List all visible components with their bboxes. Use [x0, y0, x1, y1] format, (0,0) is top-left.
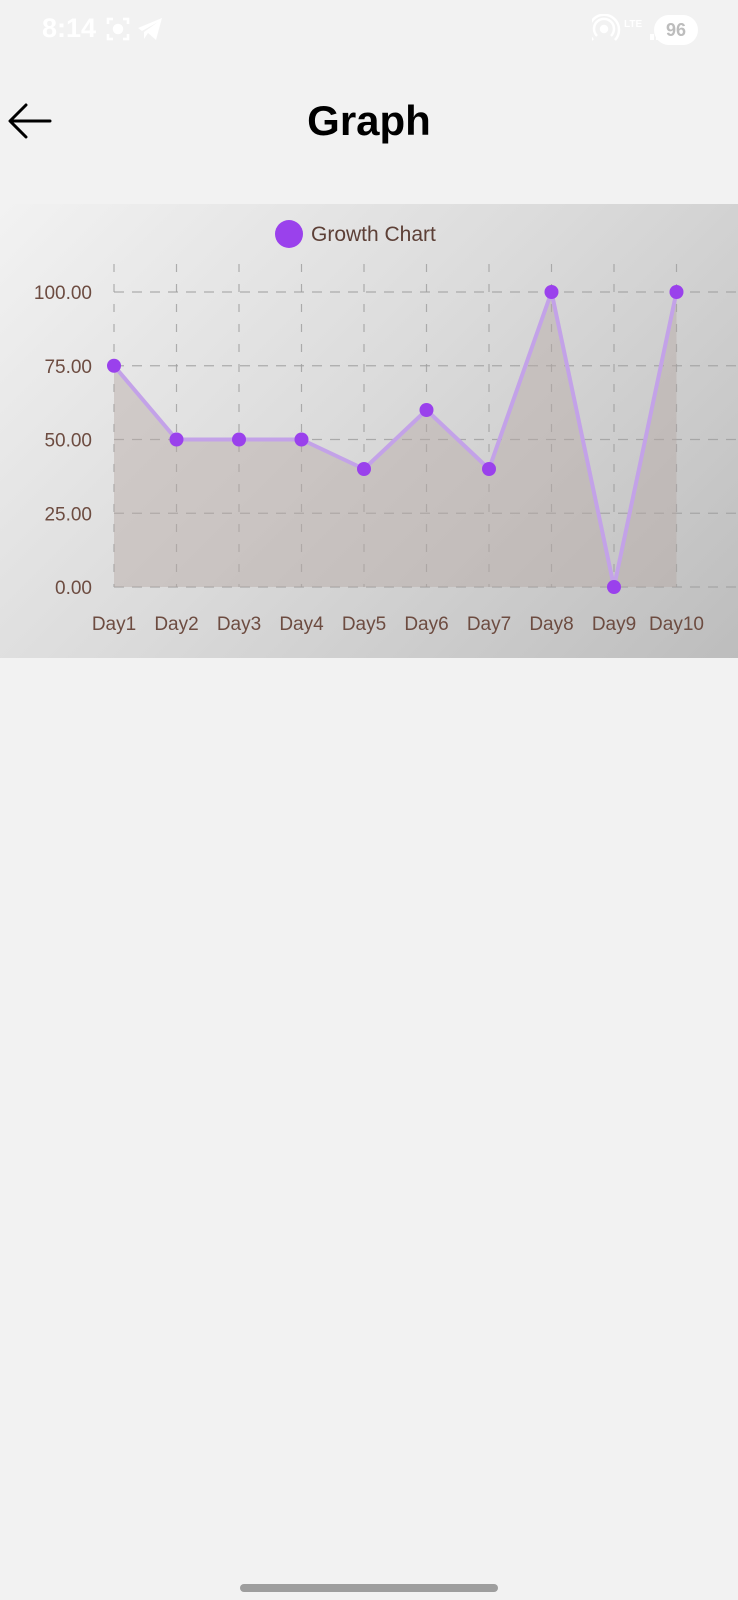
- legend-marker: [275, 220, 303, 248]
- x-tick-label: Day7: [467, 614, 511, 635]
- network-type: LTE: [624, 19, 642, 30]
- data-point: [544, 285, 559, 299]
- x-tick-label: Day8: [529, 614, 573, 635]
- home-indicator[interactable]: [240, 1584, 498, 1592]
- app-header: Graph: [0, 80, 738, 160]
- x-tick-label: Day9: [592, 614, 636, 635]
- battery-indicator: 96: [654, 15, 698, 45]
- status-time: 8:14: [42, 13, 97, 43]
- x-tick-label: Day2: [154, 614, 198, 635]
- x-tick-label: Day10: [649, 614, 704, 635]
- data-point: [669, 285, 684, 299]
- back-button[interactable]: [4, 96, 54, 146]
- series-line: [112, 290, 679, 589]
- page-title: Graph: [307, 97, 431, 144]
- screen-record-icon: [106, 17, 130, 41]
- telegram-icon: [138, 18, 162, 40]
- x-tick-label: Day3: [217, 614, 261, 635]
- data-point: [294, 432, 309, 447]
- data-point: [169, 432, 184, 447]
- data-point: [482, 462, 496, 476]
- data-point: [357, 462, 371, 476]
- x-tick-label: Day6: [404, 614, 448, 635]
- arrow-left-icon: [8, 103, 52, 139]
- y-tick-label: 0.00: [55, 578, 92, 599]
- x-tick-label: Day4: [279, 614, 324, 635]
- y-tick-label: 50.00: [44, 431, 92, 452]
- growth-chart: 0.00 25.00 50.00 75.00 100.00 Day1 Day2 Day3 Day…: [34, 220, 738, 635]
- y-tick-label: 100.00: [34, 283, 92, 304]
- data-point: [107, 358, 121, 373]
- data-point: [232, 432, 246, 447]
- data-point: [419, 403, 434, 417]
- y-tick-label: 75.00: [44, 357, 92, 378]
- y-tick-label: 25.00: [44, 504, 92, 525]
- status-bar: 8:14 LTE 96: [0, 0, 738, 60]
- x-tick-label: Day5: [342, 614, 386, 635]
- status-notification-icons: [106, 16, 166, 47]
- hotspot-icon: [587, 13, 621, 41]
- legend: Growth Chart: [275, 220, 436, 248]
- grid-lines: [113, 264, 738, 588]
- x-tick-label: Day1: [92, 614, 136, 635]
- legend-label: Growth Chart: [311, 223, 436, 246]
- data-point: [607, 580, 621, 594]
- chart-panel: 0.00 25.00 50.00 75.00 100.00 Day1 Day2 Day3 Day…: [0, 204, 738, 658]
